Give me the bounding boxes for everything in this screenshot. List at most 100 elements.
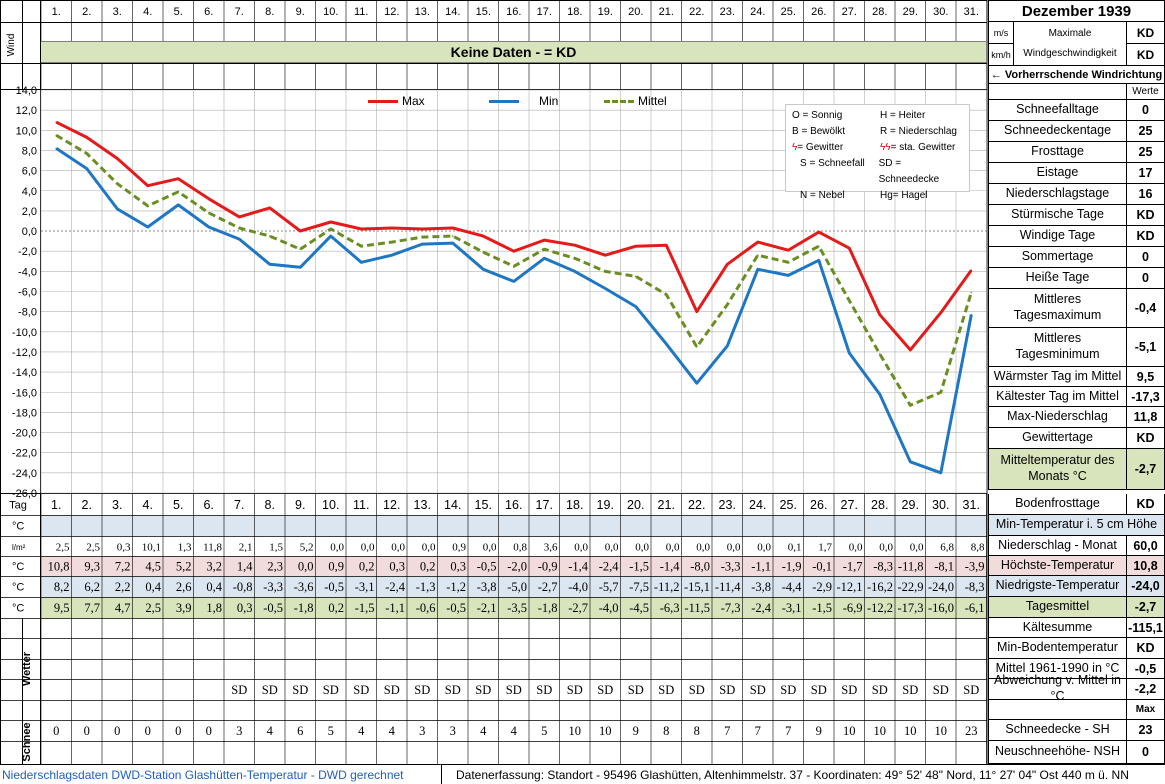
data-point-min (573, 270, 576, 273)
y-tick-label: -26,0 (12, 488, 37, 500)
max-row-cell: 5,2 (176, 560, 192, 574)
mean-row-cell: -1,8 (294, 601, 314, 615)
min-row-cell: -1,3 (416, 580, 436, 594)
stat-value: 0 (1142, 271, 1149, 285)
min-row-cell: -11,2 (654, 580, 680, 594)
day-header: 19. (598, 6, 613, 18)
data-point-mittel (695, 346, 698, 348)
mean-row-cell: -4,0 (599, 601, 619, 615)
snow-row-cell: 8 (663, 724, 669, 738)
stat-label: Kältesumme (989, 618, 1127, 637)
max-row-cell: -0,9 (538, 560, 558, 574)
data-point-min (634, 305, 637, 308)
data-point-min (207, 226, 210, 228)
y-tick-label: 4,0 (22, 186, 37, 198)
stat-row: Windige Tage KD (988, 226, 1165, 247)
precip-row-cell: 0,3 (117, 542, 131, 554)
month-title-cell: Dezember 1939 (988, 0, 1165, 22)
unit-label: °C (12, 582, 24, 594)
precip-row-cell: 1,7 (818, 542, 832, 554)
precip-row-cell: 1,5 (269, 542, 283, 554)
mean-row-cell: 0,2 (328, 601, 344, 615)
weather-legend-row: B = Bewölkt R = Niederschlag (792, 124, 963, 140)
legend-swatch-min (489, 99, 519, 103)
weather-row-4-cell: SD (750, 683, 766, 697)
stat-row: Wärmster Tag im Mittel 9,5 (988, 367, 1165, 387)
unit-kmh: km/h (991, 49, 1011, 60)
data-point-max (848, 247, 851, 249)
weather-row-4-cell: SD (963, 683, 979, 697)
weather-row-4-bg (41, 679, 987, 700)
day-header: 4. (143, 6, 152, 18)
stat-label: Eistage (989, 163, 1127, 183)
stat-label: Mitteltemperatur des Monats °C (989, 449, 1127, 489)
snow-row-cell: 0 (175, 724, 181, 738)
mean-row-cell: -17,3 (897, 601, 923, 615)
snow-row-cell: 4 (480, 724, 487, 738)
min-row-cell: -3,8 (477, 580, 497, 594)
data-point-mittel (268, 235, 271, 237)
mean-row-cell: -2,4 (751, 601, 772, 615)
legend-mean: Mittel (604, 92, 667, 110)
stat-row: Mitteltemperatur des Monats °C -2,7 (988, 449, 1165, 490)
legend-sta-gewitter: = sta. Gewitter (890, 142, 956, 153)
day-header: 20. (628, 6, 643, 18)
data-point-min (451, 242, 454, 244)
data-point-max (238, 216, 241, 218)
legend-schneefall: S = Schneefall (800, 158, 865, 169)
data-point-min (85, 167, 88, 170)
stat-label: Wärmster Tag im Mittel (989, 367, 1127, 386)
weather-row-4-cell: SD (780, 683, 796, 697)
snow-row-cell: 4 (267, 724, 274, 738)
snow-row-cell: 7 (755, 724, 761, 738)
min-row-cell: -12,1 (836, 580, 862, 594)
min-row-cell: -4,0 (568, 580, 588, 594)
weather-row-3-bg (41, 659, 987, 679)
wind-max-values: KD KD (1127, 22, 1164, 65)
snow-row-2-bg (41, 741, 987, 764)
tag-row-bg (41, 494, 987, 515)
data-point-min (268, 263, 271, 266)
unit-label: l/m² (12, 543, 26, 552)
weather-legend-row: S = Schneefall SD = Schneedecke (792, 156, 963, 188)
werte-label: Werte (1132, 86, 1159, 97)
weather-row-4-cell: SD (567, 683, 583, 697)
data-point-max (909, 349, 912, 351)
day-header: 17. (537, 6, 552, 18)
data-point-max (970, 269, 973, 272)
stat-value: 16 (1138, 187, 1153, 201)
min-row-cell: 2,2 (115, 580, 131, 594)
weather-row-4-cell: SD (933, 683, 949, 697)
y-tick-label: 0,0 (22, 226, 37, 238)
legend-gewitter: = Gewitter (797, 142, 844, 153)
max-row-cell: -3,9 (965, 560, 985, 574)
snow-row-cell: 23 (965, 724, 978, 738)
precip-row-cell: 2,1 (239, 542, 253, 554)
snow-row-cell: 10 (843, 724, 856, 738)
tag-row-cell: 2. (82, 498, 92, 512)
no-data-text: Keine Daten - = KD (450, 44, 577, 60)
data-point-mittel (726, 303, 729, 306)
day-header: 13. (415, 6, 430, 18)
stat-value: KD (1136, 229, 1155, 243)
stat-label: Max-Niederschlag (989, 407, 1127, 427)
min-row-cell: -11,4 (715, 580, 741, 594)
mean-row-cell: 3,9 (176, 601, 192, 615)
weather-row-5-bg (41, 700, 987, 720)
stat-row: Kältester Tag im Mittel -17,3 (988, 387, 1165, 407)
data-point-min (756, 268, 759, 271)
legend-sonnig: O = Sonnig (792, 110, 843, 121)
precip-row-cell: 0,8 (513, 542, 527, 554)
data-point-mittel (756, 254, 759, 257)
month-title: Dezember 1939 (1021, 2, 1132, 20)
precip-row-cell: 3,6 (544, 542, 558, 554)
stat-label: Schneedeckentage (989, 121, 1127, 141)
stat-label: Frosttage (989, 142, 1127, 162)
wind-units: m/s km/h (989, 22, 1014, 65)
min-row-cell: -22,9 (897, 580, 923, 594)
data-point-mittel (238, 227, 241, 229)
snow-row-cell: 4 (511, 724, 518, 738)
max-row-cell: -1,1 (751, 560, 771, 574)
stat-value: -2,7 (1134, 600, 1157, 614)
day-header: 3. (113, 6, 122, 18)
